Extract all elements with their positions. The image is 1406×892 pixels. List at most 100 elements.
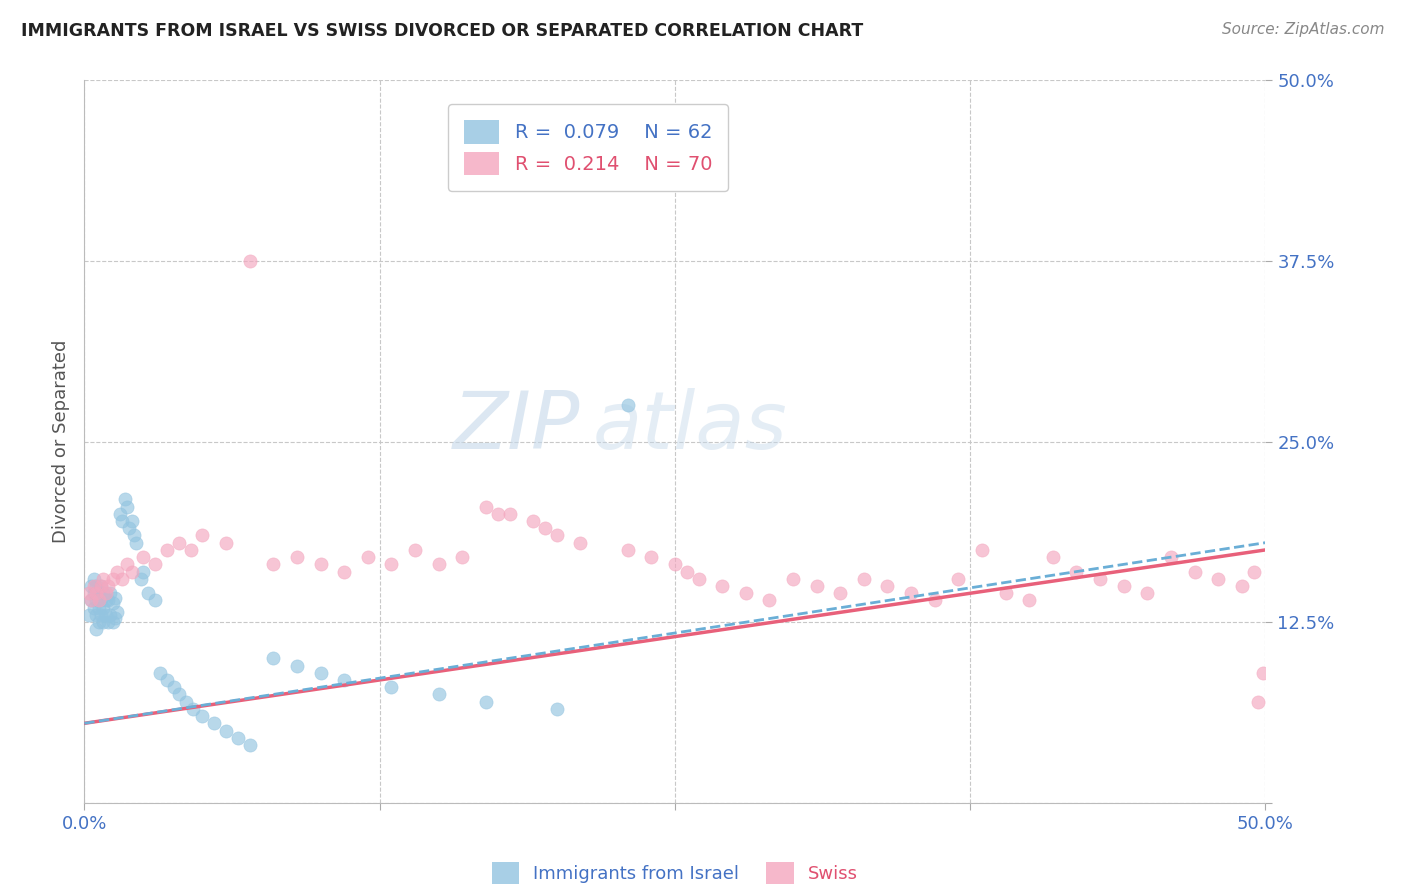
Point [616,398,638,412]
Point [1088,572,1111,586]
Point [900,586,922,600]
Point [876,579,898,593]
Point [1184,565,1206,579]
Point [427,687,450,701]
Point [90,593,112,607]
Point [333,565,356,579]
Point [688,572,710,586]
Point [664,558,686,572]
Point [215,535,238,549]
Point [121,514,143,528]
Point [191,528,214,542]
Point [80,579,103,593]
Point [101,615,124,630]
Point [163,680,186,694]
Point [83,572,105,586]
Point [191,709,214,723]
Point [111,572,134,586]
Legend: Immigrants from Israel, Swiss: Immigrants from Israel, Swiss [485,855,865,892]
Point [91,600,114,615]
Point [357,550,380,565]
Point [711,579,734,593]
Point [239,738,262,752]
Text: Source: ZipAtlas.com: Source: ZipAtlas.com [1222,22,1385,37]
Point [404,542,426,557]
Point [98,586,121,600]
Point [1230,579,1253,593]
Point [1018,593,1040,607]
Point [239,253,262,268]
Point [309,558,332,572]
Point [333,673,356,687]
Point [380,558,402,572]
Point [118,521,141,535]
Point [87,586,110,600]
Point [94,607,117,622]
Point [90,607,112,622]
Point [451,550,474,565]
Point [262,558,284,572]
Point [180,542,202,557]
Point [80,593,103,607]
Point [181,702,204,716]
Point [924,593,946,607]
Point [97,579,120,593]
Point [104,611,127,625]
Point [167,687,190,701]
Point [1136,586,1159,600]
Point [125,535,148,549]
Point [1112,579,1135,593]
Point [107,605,129,619]
Point [80,593,103,607]
Point [1251,665,1274,680]
Point [522,514,544,528]
Point [77,607,100,622]
Point [87,600,110,615]
Point [156,542,179,557]
Point [94,586,117,600]
Point [569,535,592,549]
Point [167,535,190,549]
Point [593,160,616,174]
Point [84,607,107,622]
Y-axis label: Divorced or Separated: Divorced or Separated [52,340,70,543]
Point [215,723,238,738]
Point [226,731,249,745]
Point [174,695,197,709]
Point [83,600,105,615]
Point [852,572,875,586]
Point [734,586,756,600]
Point [486,507,509,521]
Point [84,579,107,593]
Point [77,586,100,600]
Point [994,586,1017,600]
Point [262,651,284,665]
Point [1042,550,1064,565]
Point [616,542,638,557]
Point [475,500,498,514]
Point [427,558,450,572]
Point [91,586,114,600]
Point [107,565,129,579]
Point [640,550,662,565]
Point [143,558,166,572]
Point [114,492,136,507]
Point [101,572,124,586]
Point [115,558,138,572]
Point [1206,572,1229,586]
Point [758,593,780,607]
Point [98,607,121,622]
Point [122,528,145,542]
Point [830,586,852,600]
Point [87,615,110,630]
Point [546,702,568,716]
Text: ZIP: ZIP [453,388,581,467]
Point [136,586,159,600]
Point [285,550,308,565]
Point [101,596,124,610]
Point [143,593,166,607]
Text: atlas: atlas [592,388,787,467]
Point [1160,550,1182,565]
Point [111,514,134,528]
Point [1066,565,1088,579]
